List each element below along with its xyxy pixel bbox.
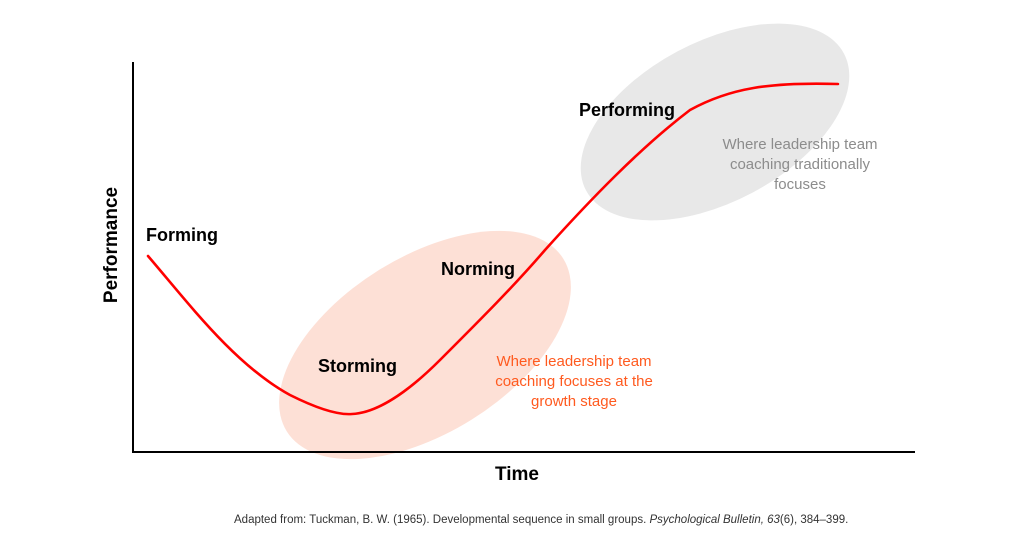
citation: Adapted from: Tuckman, B. W. (1965). Dev… (234, 514, 848, 526)
traditional-focus-highlight (580, 23, 850, 221)
traditional-annotation-line-2: coaching traditionally (729, 156, 871, 173)
performance-curve (146, 82, 840, 416)
citation-suffix: (6), 384–399. (779, 514, 849, 526)
traditional-annotation-line-1: Where leadership team (722, 136, 878, 153)
stage-label-norming: Norming (441, 259, 515, 279)
growth-annotation-line-3: growth stage (531, 393, 617, 410)
traditional-annotation-line-3: focuses (774, 176, 826, 193)
citation-journal: Psychological Bulletin, (649, 514, 764, 526)
x-axis-label: Time (494, 464, 540, 485)
growth-annotation-line-1: Where leadership team (496, 353, 652, 370)
stage-label-performing: Performing (579, 100, 676, 120)
citation-volume: 63 (763, 514, 780, 526)
stage-label-storming: Storming (318, 356, 397, 376)
stage-label-forming: Forming (146, 225, 218, 245)
citation-prefix: Adapted from: Tuckman, B. W. (1965). Dev… (234, 514, 650, 526)
traditional-focus-annotation: Where leadership team coaching tradition… (704, 135, 896, 195)
growth-stage-annotation: Where leadership team coaching focuses a… (478, 352, 670, 412)
growth-annotation-line-2: coaching focuses at the (495, 373, 653, 390)
growth-stage-highlight (279, 230, 571, 460)
y-axis-label: Performance (101, 186, 122, 304)
